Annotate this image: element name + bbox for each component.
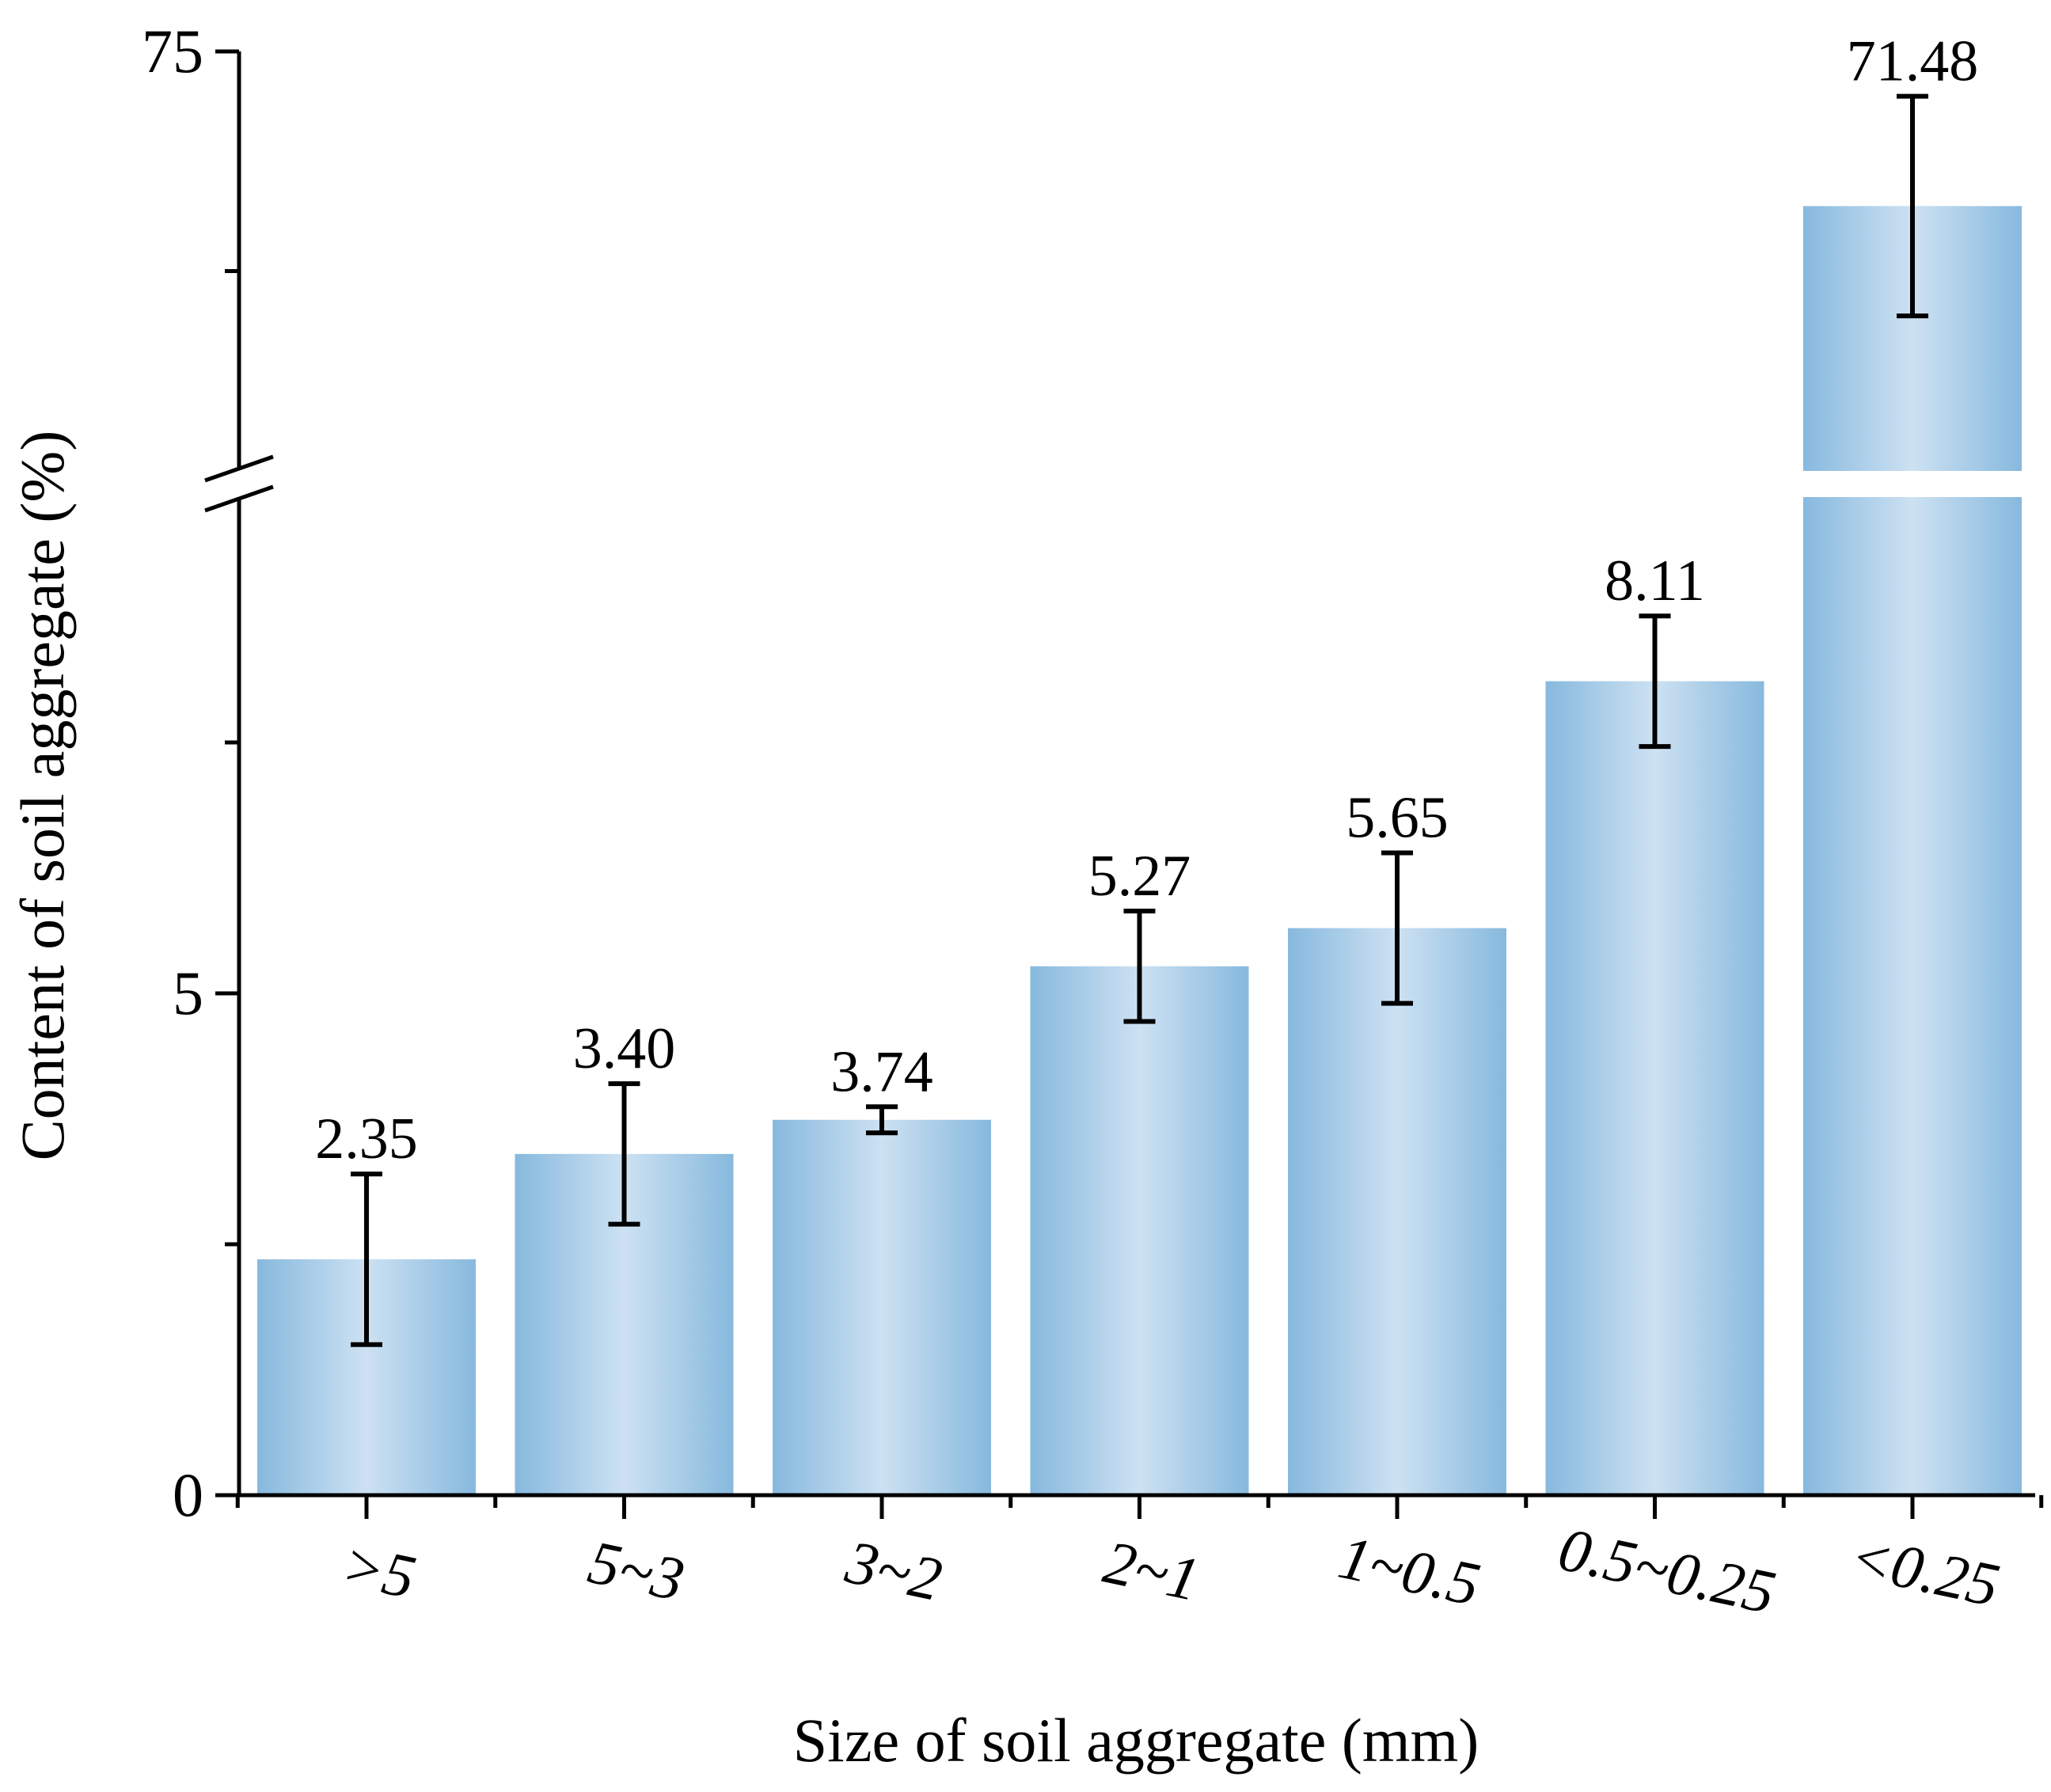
bars — [257, 206, 2022, 1495]
value-labels: 2.35 3.40 3.74 5.27 5.65 8.11 71.48 — [315, 29, 1978, 1172]
value-label: 71.48 — [1847, 29, 1979, 94]
x-tick-label: <0.25 — [1844, 1521, 2005, 1619]
bar — [773, 1119, 991, 1495]
y-ticks — [215, 49, 239, 1498]
x-ticks — [235, 1495, 2044, 1519]
x-tick-label: 0.5~0.25 — [1553, 1514, 1781, 1627]
x-tick-label: 2~1 — [1098, 1527, 1206, 1614]
value-label: 8.11 — [1605, 549, 1705, 613]
y-tick-labels: 0 5 75 — [142, 17, 203, 1529]
y-tick-label: 5 — [173, 959, 203, 1027]
bar — [1803, 497, 2022, 1495]
y-tick-label: 0 — [173, 1460, 203, 1529]
error-bars — [351, 93, 1928, 1347]
x-tick-labels: >5 5~3 3~2 2~1 1~0.5 0.5~0.25 <0.25 — [336, 1514, 2005, 1627]
value-label: 2.35 — [315, 1107, 418, 1171]
x-axis-label: Size of soil aggregate (mm) — [793, 1706, 1479, 1775]
value-label: 3.40 — [573, 1016, 676, 1081]
x-tick-label: 5~3 — [583, 1527, 690, 1614]
y-tick-label: 75 — [142, 17, 203, 85]
x-tick-label: 3~2 — [840, 1527, 948, 1614]
bar — [1288, 928, 1506, 1495]
axis-break-marks — [204, 454, 274, 513]
value-label: 5.65 — [1346, 785, 1449, 850]
break-mark-lower — [204, 484, 274, 513]
break-mark-upper — [204, 454, 274, 483]
bar — [1545, 681, 1764, 1495]
x-tick-label: 1~0.5 — [1333, 1522, 1486, 1619]
value-label: 3.74 — [830, 1039, 933, 1104]
axes — [204, 49, 2044, 1519]
x-tick-label: >5 — [336, 1529, 422, 1612]
y-axis-label: Content of soil aggregate (%) — [8, 431, 77, 1161]
value-label: 5.27 — [1088, 844, 1191, 909]
bar — [1030, 966, 1249, 1495]
